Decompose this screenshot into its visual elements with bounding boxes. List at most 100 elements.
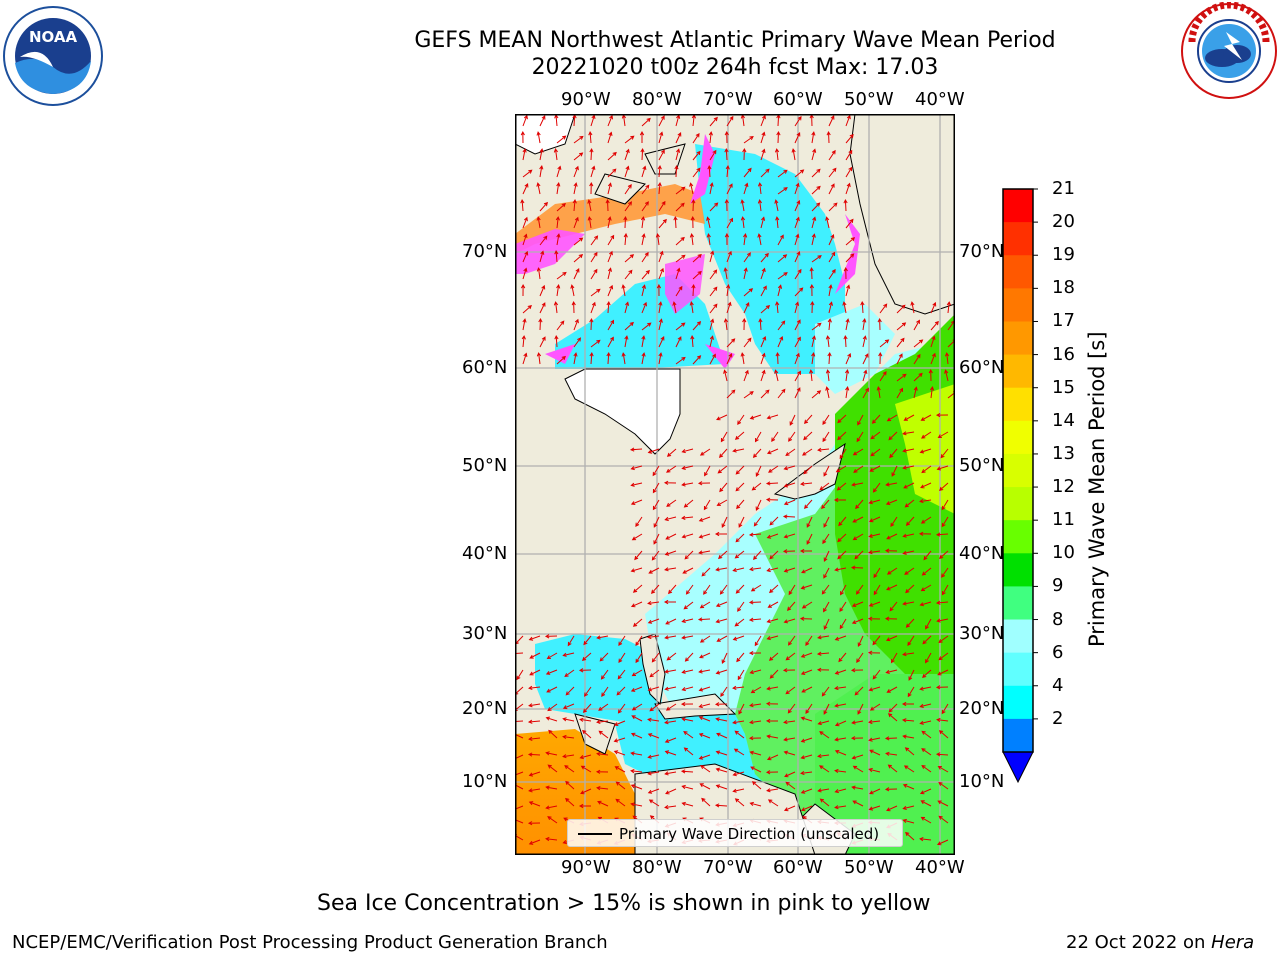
wave-arrow: [649, 703, 660, 712]
wave-arrow: [937, 765, 949, 773]
wave-arrow: [783, 805, 796, 812]
wave-arrow: [740, 352, 745, 365]
colorbar-segment: [1003, 420, 1033, 455]
wave-arrow: [876, 386, 881, 399]
wave-arrow: [896, 322, 907, 331]
wave-arrow: [857, 635, 864, 647]
colorbar-segment: [1003, 586, 1033, 621]
wave-arrow: [573, 337, 582, 348]
wave-arrow: [681, 686, 694, 692]
wave-arrow: [845, 133, 854, 144]
wave-arrow: [666, 465, 677, 473]
wave-arrow: [819, 798, 830, 807]
wave-arrow: [573, 237, 584, 246]
colorbar-label: 19: [1052, 244, 1075, 266]
wave-arrow: [709, 335, 714, 348]
wave-arrow: [919, 836, 932, 842]
wave-arrow: [750, 766, 762, 773]
wave-arrow: [675, 267, 681, 280]
wave-arrow: [595, 769, 609, 774]
wave-arrow: [872, 482, 881, 493]
wave-arrow: [873, 567, 881, 579]
wave-arrow: [675, 322, 686, 331]
wave-arrow: [528, 839, 541, 845]
wave-arrow: [539, 165, 544, 178]
wave-arrow: [760, 168, 770, 178]
wave-arrow: [760, 352, 766, 365]
wave-arrow: [862, 387, 869, 399]
wave-arrow: [896, 373, 907, 382]
wave-arrow: [845, 352, 852, 365]
wave-arrow: [640, 216, 646, 229]
wave-arrow: [732, 635, 745, 641]
wave-arrow: [913, 339, 924, 348]
wave-arrow: [928, 368, 933, 382]
wave-arrow: [721, 652, 728, 664]
wave-arrow: [868, 499, 881, 505]
wave-arrow: [527, 752, 541, 757]
wave-arrow: [765, 481, 779, 486]
wave-arrow: [803, 465, 813, 475]
wave-arrow: [869, 465, 881, 472]
colorbar-label: 14: [1052, 409, 1075, 431]
wave-arrow: [653, 516, 660, 528]
wave-arrow: [938, 635, 949, 643]
wave-arrow: [743, 135, 754, 144]
wave-arrow: [935, 685, 949, 690]
wave-arrow: [590, 268, 598, 280]
wave-arrow: [740, 199, 745, 212]
wave-arrow: [811, 168, 821, 178]
wave-arrow: [921, 465, 932, 474]
wave-arrow: [904, 747, 915, 756]
wave-arrow: [641, 269, 650, 280]
footer-date-text: 22 Oct 2022 on: [1066, 932, 1206, 953]
wave-arrow: [664, 805, 677, 810]
wave-arrow: [902, 601, 915, 606]
wave-arrow: [754, 635, 762, 647]
wave-arrow: [774, 199, 779, 212]
wave-arrow: [698, 686, 711, 692]
page-title: GEFS MEAN Northwest Atlantic Primary Wav…: [414, 28, 1056, 53]
wave-arrow: [641, 284, 646, 297]
right-tick-20n: 20°N: [959, 698, 1005, 719]
wave-arrow: [709, 116, 718, 127]
wave-arrow: [723, 318, 729, 331]
wave-arrow: [751, 482, 762, 491]
wave-arrow: [828, 115, 835, 127]
wave-arrow: [516, 669, 524, 681]
wave-arrow: [556, 135, 567, 144]
wave-arrow: [658, 218, 667, 229]
wave-arrow: [896, 304, 906, 314]
wave-arrow: [825, 216, 830, 229]
colorbar-segment: [1003, 222, 1033, 256]
wave-arrow: [556, 233, 561, 246]
wave-arrow: [811, 233, 816, 246]
footer-date: 22 Oct 2022 on Hera: [1066, 933, 1254, 953]
wave-arrow: [732, 448, 745, 453]
wave-arrow: [601, 686, 609, 697]
wave-arrow: [828, 183, 835, 195]
wave-arrow: [613, 720, 626, 726]
wave-arrow: [825, 369, 831, 382]
wave-arrow: [852, 448, 864, 456]
wave-arrow: [910, 301, 915, 314]
wave-arrow: [716, 414, 728, 421]
wave-arrow: [929, 386, 935, 399]
wave-arrow: [648, 799, 660, 807]
map-legend: Primary Wave Direction (unscaled): [567, 819, 903, 847]
wave-arrow: [658, 250, 664, 263]
colorbar-segment: [1003, 321, 1033, 356]
wave-arrow: [817, 447, 830, 452]
wave-arrow: [870, 431, 881, 440]
wave-arrow: [606, 351, 611, 365]
wave-arrow: [607, 114, 613, 127]
colorbar-label: 11: [1052, 509, 1075, 531]
wave-arrow: [573, 152, 584, 161]
wave-arrow: [522, 250, 529, 263]
wave-arrow: [919, 448, 932, 454]
wave-arrow: [726, 284, 731, 297]
wave-arrow: [826, 130, 831, 144]
wave-arrow: [890, 652, 898, 664]
colorbar-extend-arrow: [1002, 751, 1034, 784]
wave-arrow: [757, 233, 762, 246]
